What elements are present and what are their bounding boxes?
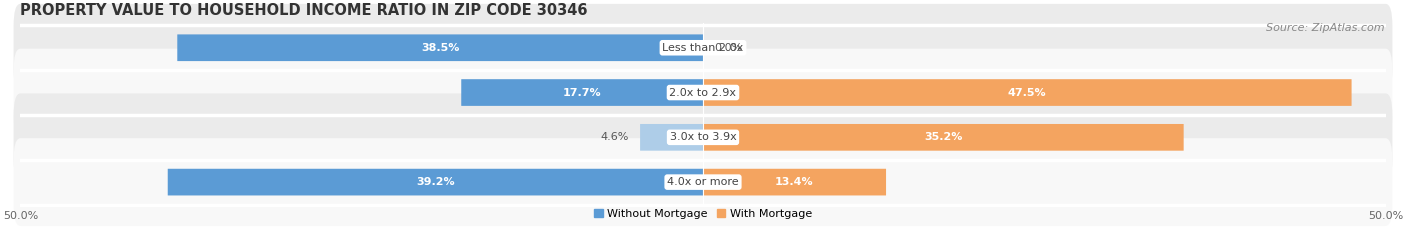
FancyBboxPatch shape: [703, 169, 886, 195]
Text: 4.6%: 4.6%: [600, 132, 630, 142]
FancyBboxPatch shape: [14, 49, 1392, 137]
Text: 3.0x to 3.9x: 3.0x to 3.9x: [669, 132, 737, 142]
FancyBboxPatch shape: [167, 169, 703, 195]
FancyBboxPatch shape: [640, 124, 703, 151]
Legend: Without Mortgage, With Mortgage: Without Mortgage, With Mortgage: [589, 204, 817, 223]
FancyBboxPatch shape: [703, 124, 1184, 151]
Text: 2.0x to 2.9x: 2.0x to 2.9x: [669, 88, 737, 98]
FancyBboxPatch shape: [14, 4, 1392, 92]
FancyBboxPatch shape: [14, 93, 1392, 181]
Text: 38.5%: 38.5%: [420, 43, 460, 53]
FancyBboxPatch shape: [461, 79, 703, 106]
Text: 4.0x or more: 4.0x or more: [668, 177, 738, 187]
Text: 17.7%: 17.7%: [562, 88, 602, 98]
FancyBboxPatch shape: [177, 34, 703, 61]
Text: Less than 2.0x: Less than 2.0x: [662, 43, 744, 53]
Text: 47.5%: 47.5%: [1008, 88, 1046, 98]
Text: 13.4%: 13.4%: [775, 177, 814, 187]
Text: 35.2%: 35.2%: [924, 132, 963, 142]
FancyBboxPatch shape: [703, 79, 1351, 106]
Text: PROPERTY VALUE TO HOUSEHOLD INCOME RATIO IN ZIP CODE 30346: PROPERTY VALUE TO HOUSEHOLD INCOME RATIO…: [21, 3, 588, 18]
Text: Source: ZipAtlas.com: Source: ZipAtlas.com: [1267, 23, 1385, 33]
FancyBboxPatch shape: [14, 138, 1392, 226]
Text: 39.2%: 39.2%: [416, 177, 454, 187]
Text: 0.0%: 0.0%: [714, 43, 742, 53]
